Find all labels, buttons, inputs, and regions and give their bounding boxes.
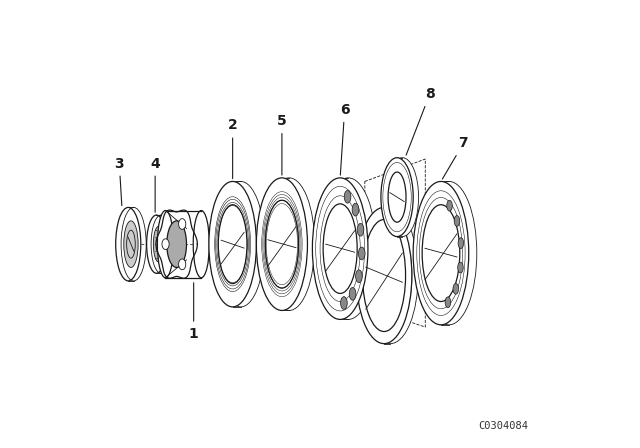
Ellipse shape — [264, 178, 315, 310]
Ellipse shape — [217, 181, 264, 307]
Ellipse shape — [147, 215, 166, 273]
Text: 8: 8 — [406, 87, 435, 155]
Ellipse shape — [447, 200, 452, 211]
Text: 3: 3 — [115, 156, 124, 206]
Ellipse shape — [157, 211, 173, 278]
Ellipse shape — [179, 219, 186, 229]
Ellipse shape — [321, 178, 376, 319]
Ellipse shape — [209, 181, 257, 307]
Ellipse shape — [352, 203, 359, 216]
Text: 5: 5 — [277, 114, 287, 175]
Ellipse shape — [124, 221, 138, 267]
Text: 9: 9 — [389, 199, 399, 239]
Ellipse shape — [453, 284, 459, 294]
Ellipse shape — [387, 158, 419, 237]
Ellipse shape — [356, 207, 412, 344]
Ellipse shape — [421, 181, 477, 325]
Ellipse shape — [162, 239, 169, 250]
Ellipse shape — [154, 226, 164, 262]
Ellipse shape — [193, 211, 209, 278]
Text: 2: 2 — [228, 118, 237, 179]
Ellipse shape — [257, 178, 307, 310]
Ellipse shape — [116, 207, 141, 281]
Ellipse shape — [362, 207, 418, 344]
Ellipse shape — [458, 262, 463, 273]
Ellipse shape — [356, 270, 362, 283]
Text: 1: 1 — [189, 283, 198, 341]
Ellipse shape — [340, 297, 348, 310]
Ellipse shape — [358, 247, 365, 260]
Ellipse shape — [357, 224, 364, 236]
Ellipse shape — [312, 178, 368, 319]
Text: 4: 4 — [150, 156, 160, 212]
Ellipse shape — [344, 190, 351, 203]
Ellipse shape — [413, 181, 468, 325]
Text: 7: 7 — [442, 136, 468, 179]
Ellipse shape — [179, 259, 186, 270]
Text: 6: 6 — [340, 103, 349, 175]
Ellipse shape — [381, 158, 413, 237]
Ellipse shape — [167, 221, 186, 267]
Text: C0304084: C0304084 — [478, 421, 528, 431]
Ellipse shape — [454, 215, 460, 226]
Ellipse shape — [458, 238, 463, 249]
Ellipse shape — [445, 297, 451, 308]
Ellipse shape — [349, 288, 356, 300]
